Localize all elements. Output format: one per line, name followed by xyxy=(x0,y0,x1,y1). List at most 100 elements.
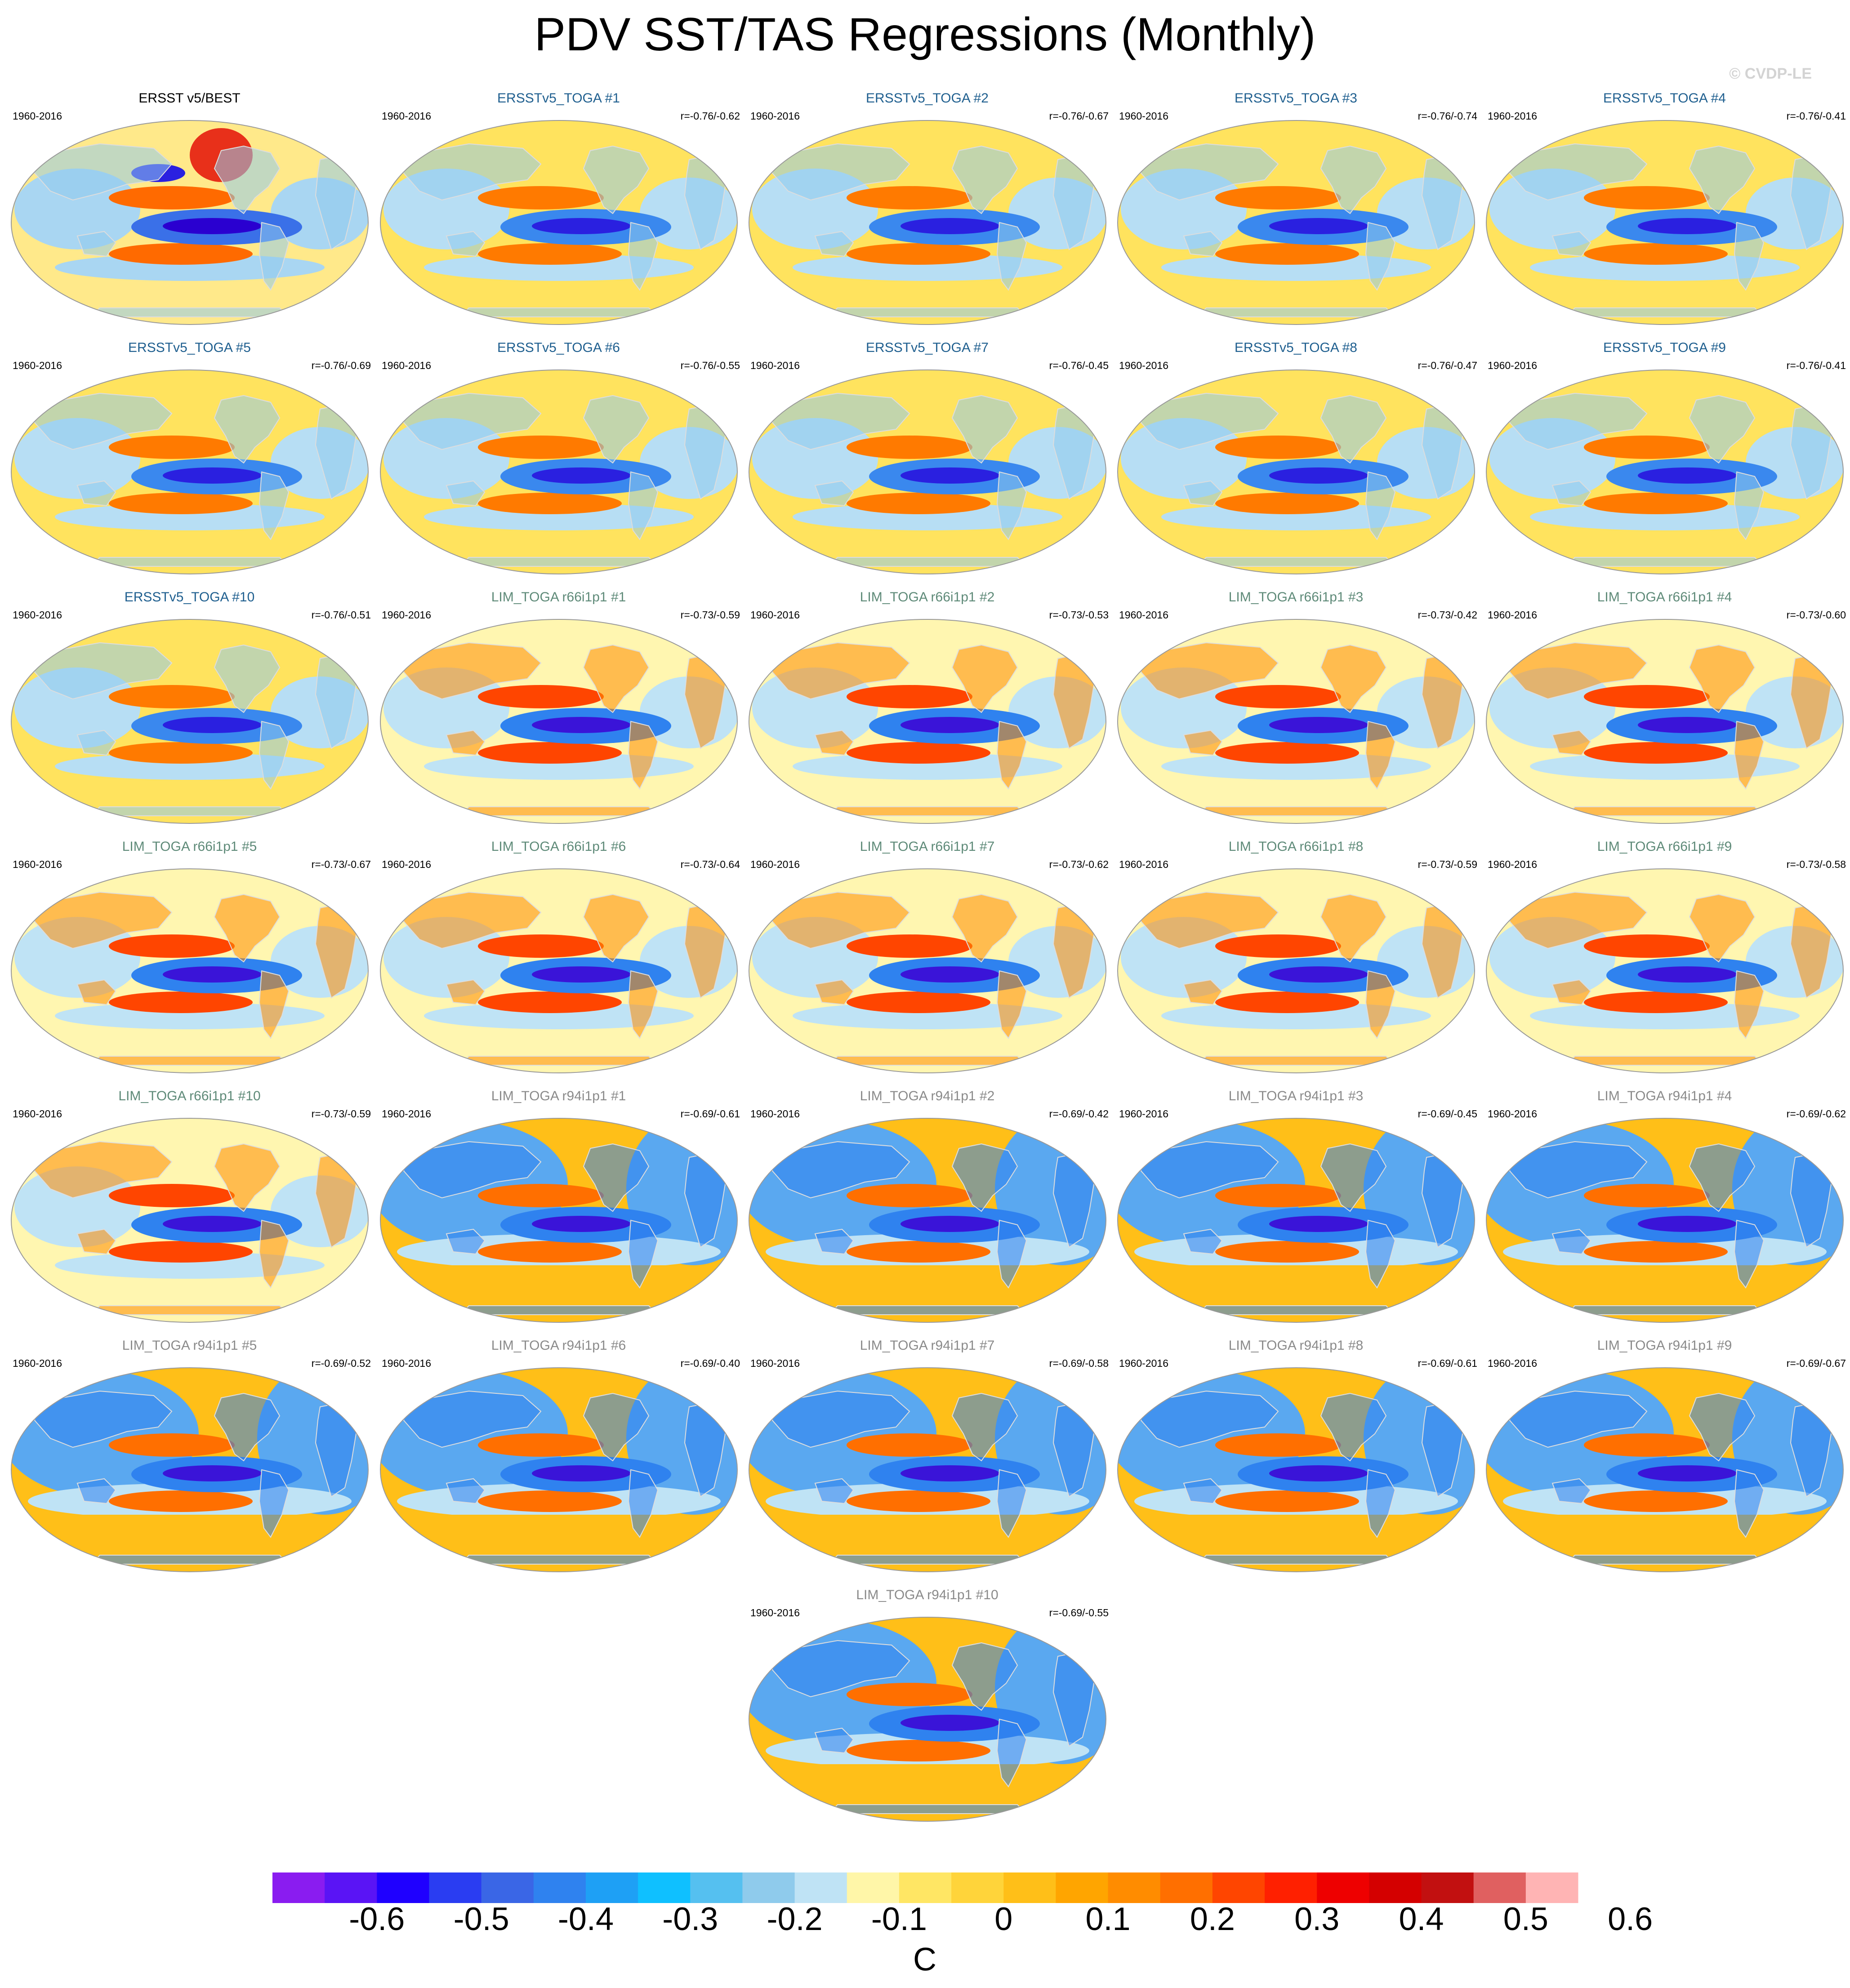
panel-title: LIM_TOGA r94i1p1 #2 xyxy=(860,1089,995,1103)
map-border xyxy=(11,868,369,1073)
landmass-0 xyxy=(583,145,650,214)
field-lightblue-south xyxy=(424,753,694,780)
map-border xyxy=(380,868,738,1073)
landmass-4 xyxy=(1183,1478,1223,1504)
map-panel: LIM_TOGA r66i1p1 #7 1960-2016 r=-0.73/-0.6… xyxy=(744,836,1110,1079)
landmass-3 xyxy=(1509,1141,1648,1199)
warm-arm-north xyxy=(1215,685,1341,708)
panel-title: ERSST v5/BEST xyxy=(138,91,241,106)
cold-tongue-core xyxy=(1638,966,1737,983)
landmass-4 xyxy=(814,231,854,257)
colorbar-tick-label: -0.1 xyxy=(871,1901,927,1937)
panel-period: 1960-2016 xyxy=(750,1607,800,1619)
landmass-3 xyxy=(771,1640,910,1698)
map-border xyxy=(11,120,369,325)
landmass-1 xyxy=(259,1219,290,1289)
panel-period: 1960-2016 xyxy=(382,1108,431,1120)
cold-tongue-core xyxy=(900,1216,999,1232)
warm-arm-south xyxy=(847,1490,990,1512)
panel-period: 1960-2016 xyxy=(1119,609,1168,621)
cold-tongue-core xyxy=(532,467,631,484)
landmass-1 xyxy=(628,471,659,540)
warm-arm-north xyxy=(1584,1433,1710,1457)
warm-arm-north xyxy=(1215,186,1341,209)
landmass-3 xyxy=(771,392,910,450)
warm-arm-north xyxy=(847,1683,972,1706)
landmass-5 xyxy=(1565,1305,1765,1315)
warm-arm-north xyxy=(1215,1433,1341,1457)
landmass-3 xyxy=(1140,143,1279,201)
map-panel: ERSSTv5_TOGA #10 1960-2016 r=-0.76/-0.51 xyxy=(6,587,373,829)
warm-arm-north xyxy=(847,934,972,958)
landmass-3 xyxy=(403,1390,542,1448)
landmass-1 xyxy=(259,471,290,540)
panel-correlation: r=-0.73/-0.62 xyxy=(1049,858,1109,870)
warm-arm-south xyxy=(109,742,253,764)
warm-arm-south xyxy=(109,493,253,514)
regression-map xyxy=(749,868,1106,1073)
landmass-1 xyxy=(259,970,290,1039)
panel-title: LIM_TOGA r94i1p1 #9 xyxy=(1597,1338,1732,1353)
map-panel: LIM_TOGA r94i1p1 #3 1960-2016 r=-0.69/-0.4… xyxy=(1113,1085,1479,1328)
cold-tongue-core xyxy=(163,966,262,983)
warm-arm-north xyxy=(478,186,604,209)
landmass-5 xyxy=(827,1305,1028,1315)
panel-correlation: r=-0.69/-0.61 xyxy=(1418,1357,1477,1369)
warm-arm-south xyxy=(1215,493,1359,514)
landmass-0 xyxy=(951,894,1018,963)
panel-correlation: r=-0.73/-0.67 xyxy=(311,858,371,870)
landmass-3 xyxy=(1509,642,1648,700)
landmass-1 xyxy=(1734,1219,1765,1289)
landmass-0 xyxy=(1689,1392,1756,1462)
landmass-3 xyxy=(34,642,173,700)
landmass-3 xyxy=(771,143,910,201)
panel-correlation: r=-0.69/-0.67 xyxy=(1786,1357,1846,1369)
landmass-3 xyxy=(1509,143,1648,201)
landmass-0 xyxy=(951,395,1018,464)
landmass-1 xyxy=(996,720,1027,790)
regression-map xyxy=(11,369,369,574)
cold-tongue-core xyxy=(163,1465,262,1481)
regression-map xyxy=(749,1118,1106,1323)
panel-title: LIM_TOGA r66i1p1 #2 xyxy=(860,590,995,605)
landmass-5 xyxy=(1196,1555,1396,1565)
warm-arm-south xyxy=(1584,493,1728,514)
panel-correlation: r=-0.69/-0.52 xyxy=(311,1357,371,1369)
panel-period: 1960-2016 xyxy=(1119,110,1168,122)
map-border xyxy=(1117,369,1475,574)
regression-map xyxy=(749,1367,1106,1572)
panel-correlation: r=-0.69/-0.55 xyxy=(1049,1607,1109,1619)
map-panel: LIM_TOGA r94i1p1 #6 1960-2016 r=-0.69/-0.4… xyxy=(375,1335,742,1578)
landmass-4 xyxy=(76,1228,116,1255)
landmass-5 xyxy=(459,1056,659,1066)
landmass-1 xyxy=(996,222,1027,291)
cold-tongue-core xyxy=(163,467,262,484)
panel-period: 1960-2016 xyxy=(750,609,800,621)
landmass-4 xyxy=(814,979,854,1005)
panel-correlation: r=-0.73/-0.59 xyxy=(311,1108,371,1120)
map-border xyxy=(380,369,738,574)
landmass-1 xyxy=(996,471,1027,540)
map-border xyxy=(1486,369,1844,574)
warm-arm-south xyxy=(109,992,253,1013)
panel-period: 1960-2016 xyxy=(382,1357,431,1369)
landmass-1 xyxy=(1734,471,1765,540)
warm-arm-north xyxy=(109,934,235,958)
map-border xyxy=(749,1118,1106,1323)
warm-arm-south xyxy=(847,742,990,764)
landmass-1 xyxy=(1365,970,1396,1039)
regression-map xyxy=(380,868,738,1073)
landmass-3 xyxy=(1140,1390,1279,1448)
colorbar-tick-label: 0.6 xyxy=(1608,1901,1653,1937)
panel-period: 1960-2016 xyxy=(382,360,431,371)
landmass-3 xyxy=(1140,392,1279,450)
warm-arm-north xyxy=(109,186,235,209)
panel-title: LIM_TOGA r94i1p1 #5 xyxy=(122,1338,257,1353)
landmass-3 xyxy=(34,143,173,201)
map-panel: LIM_TOGA r66i1p1 #6 1960-2016 r=-0.73/-0.6… xyxy=(375,836,742,1079)
page-title: PDV SST/TAS Regressions (Monthly) xyxy=(534,9,1316,61)
regression-map xyxy=(11,1118,369,1323)
field-lightblue-south xyxy=(55,753,325,780)
warm-arm-north xyxy=(478,1184,604,1207)
cold-tongue-core xyxy=(1269,1465,1368,1481)
